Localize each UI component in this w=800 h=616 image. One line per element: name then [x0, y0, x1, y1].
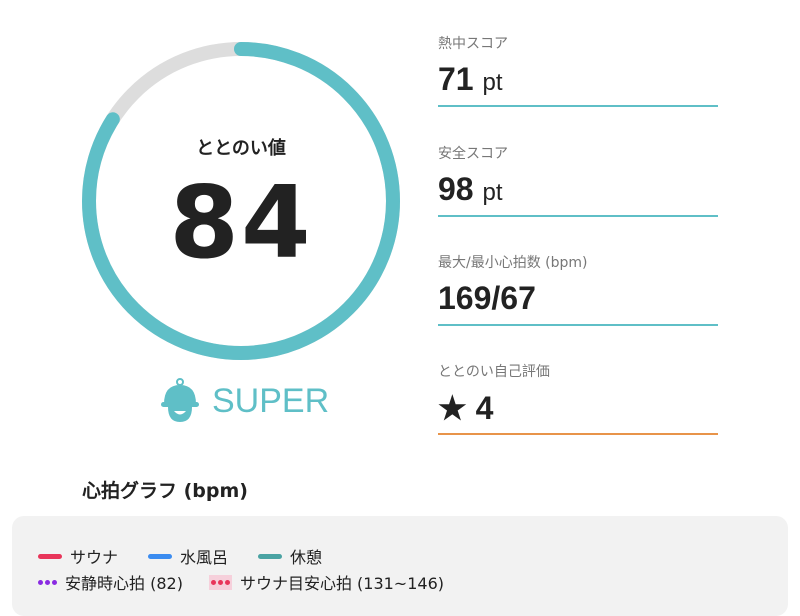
metric-heat-score: 熱中スコア 71 pt	[438, 33, 718, 107]
resting-hr-dots-icon	[38, 579, 57, 585]
metric-safety-score: 安全スコア 98 pt	[438, 143, 718, 217]
metric-label: 最大/最小心拍数 (bpm)	[438, 255, 588, 271]
legend-cold-bath: 水風呂	[180, 548, 229, 567]
graph-title: 心拍グラフ (bpm)	[82, 480, 248, 502]
metric-label: ととのい自己評価	[438, 364, 550, 380]
metric-label: 安全スコア	[438, 146, 508, 162]
ring-value: 84	[169, 164, 313, 281]
ring-label: ととのい値	[196, 138, 286, 159]
grade-badge: SUPER	[160, 378, 329, 424]
metric-value: 71	[438, 61, 474, 97]
legend-resting-hr: 安静時心拍 (82)	[65, 574, 183, 593]
metric-value: 169/67	[438, 280, 536, 316]
metric-label: 熱中スコア	[438, 36, 508, 52]
metric-value: 98	[438, 171, 474, 207]
graph-panel	[12, 516, 788, 616]
legend-rest: 休憩	[290, 548, 323, 567]
metric-unit: pt	[482, 69, 503, 96]
metric-value: ★ 4	[438, 390, 494, 426]
rest-line-icon	[258, 553, 283, 559]
metric-self-rating: ととのい自己評価 ★ 4	[438, 361, 718, 435]
legend-row-2: 安静時心拍 (82) サウナ目安心拍 (131~146)	[38, 570, 444, 594]
legend-row-1: サウナ 水風呂 休憩	[38, 544, 322, 568]
sauna-line-icon	[38, 553, 62, 559]
totonoi-ring	[82, 42, 400, 360]
ring-progress	[82, 42, 400, 360]
sauna-hat-icon	[161, 378, 199, 422]
metric-unit: pt	[482, 179, 503, 206]
legend-sauna: サウナ	[70, 548, 119, 567]
legend-target-hr: サウナ目安心拍 (131~146)	[239, 574, 444, 593]
grade-label: SUPER	[212, 381, 330, 420]
target-hr-dots-icon	[208, 574, 232, 590]
cold-bath-line-icon	[148, 553, 173, 559]
metric-heart-rate: 最大/最小心拍数 (bpm) 169/67	[438, 252, 718, 326]
